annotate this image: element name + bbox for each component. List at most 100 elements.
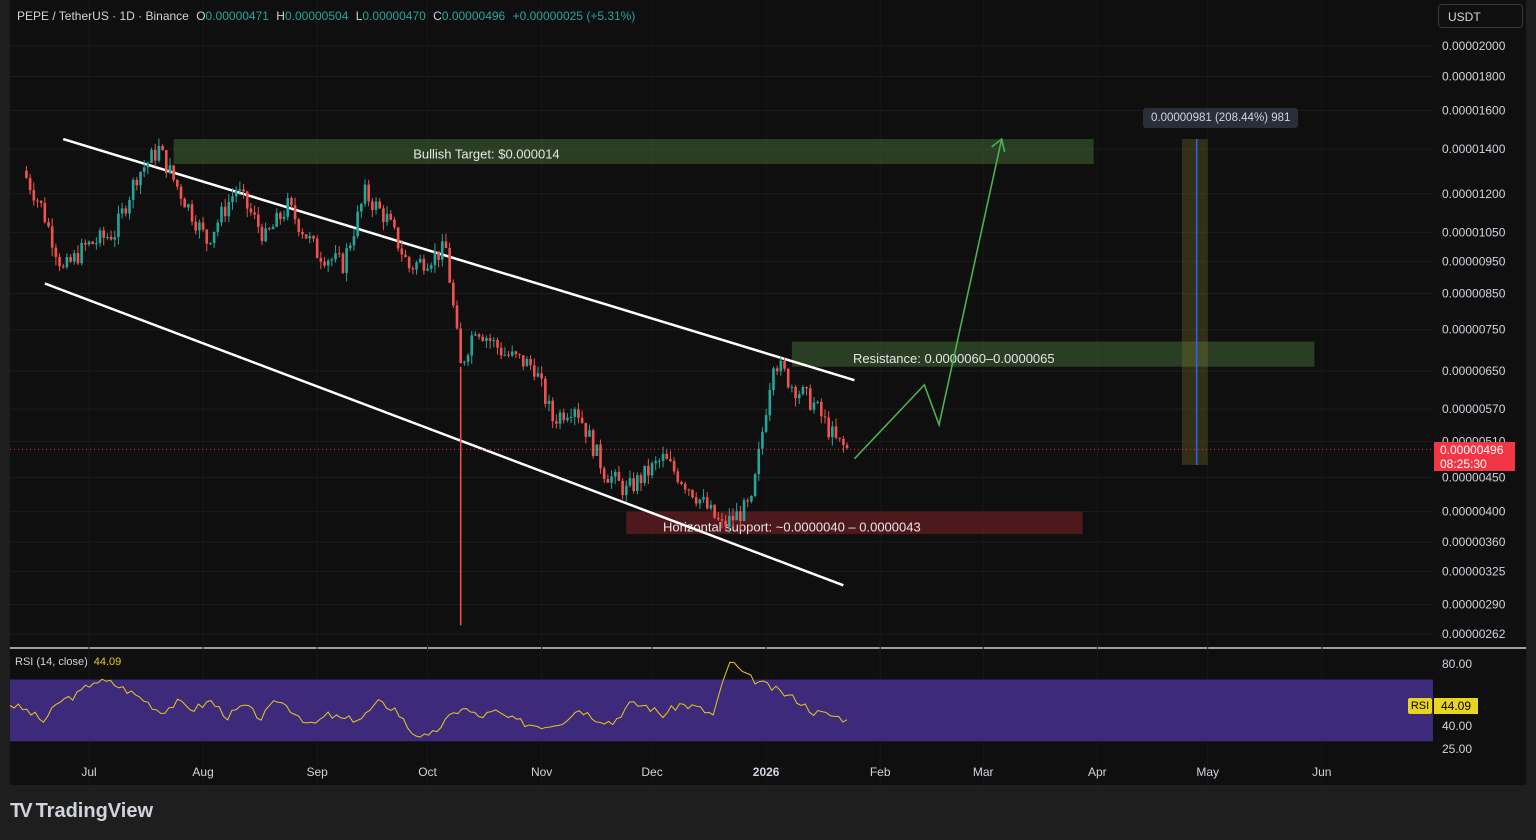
candle-body bbox=[617, 471, 621, 481]
candle-body bbox=[529, 358, 532, 366]
candle-body bbox=[348, 245, 352, 249]
candle-body bbox=[466, 355, 470, 362]
candle-body bbox=[326, 260, 330, 266]
candle-body bbox=[573, 409, 577, 417]
candle-body bbox=[647, 465, 650, 476]
candle-body bbox=[382, 208, 385, 223]
candle-body bbox=[521, 355, 525, 367]
rsi-title[interactable]: RSI (14, close) bbox=[15, 656, 88, 668]
candle-body bbox=[363, 184, 367, 204]
measure-label: 0.00000981 (208.44%) 981 bbox=[1143, 108, 1299, 128]
candle-body bbox=[330, 259, 334, 261]
candle-body bbox=[680, 481, 683, 485]
candle-body bbox=[407, 257, 411, 269]
rsi-tag-label: RSI bbox=[1408, 698, 1432, 714]
candle-body bbox=[750, 496, 753, 502]
candle-body bbox=[109, 236, 113, 240]
candle-body bbox=[242, 189, 245, 192]
rsi-y-tick: 40.00 bbox=[1442, 719, 1472, 733]
rsi-tag-value: 44.09 bbox=[1434, 698, 1478, 714]
candle-body bbox=[47, 222, 50, 227]
candle-body bbox=[746, 500, 750, 502]
candle-body bbox=[566, 417, 569, 421]
candle-body bbox=[279, 212, 282, 219]
candle-body bbox=[216, 222, 220, 232]
rsi-legend: RSI (14, close) 44.09 bbox=[15, 656, 121, 668]
brand-name: TradingView bbox=[35, 800, 154, 822]
y-tick-label: 0.00001400 bbox=[1442, 142, 1506, 156]
x-tick-label: May bbox=[1196, 765, 1219, 779]
candle-body bbox=[775, 368, 779, 372]
candle-body bbox=[588, 430, 591, 437]
candle-body bbox=[654, 461, 658, 464]
candle-body bbox=[106, 236, 109, 238]
tradingview-logo[interactable]: TV TradingView bbox=[10, 800, 153, 823]
candle-body bbox=[69, 256, 72, 262]
candle-body bbox=[812, 402, 816, 410]
resistance-zone bbox=[791, 341, 1315, 367]
candle-body bbox=[72, 253, 76, 262]
candle-body bbox=[551, 400, 554, 422]
candle-body bbox=[426, 268, 429, 271]
symbol-title[interactable]: PEPE / TetherUS · 1D · Binance bbox=[17, 9, 189, 23]
candle-body bbox=[783, 360, 786, 369]
y-tick-label: 0.00000290 bbox=[1442, 598, 1506, 612]
candle-body bbox=[437, 251, 440, 260]
candle-body bbox=[25, 170, 28, 178]
candle-body bbox=[84, 242, 87, 245]
chart-frame[interactable] bbox=[10, 0, 1526, 785]
channel-upper-line bbox=[62, 137, 855, 382]
candle-body bbox=[709, 504, 713, 509]
candle-body bbox=[367, 184, 370, 202]
candle-body bbox=[499, 347, 503, 356]
candle-body bbox=[264, 228, 267, 242]
low-value: 0.00000470 bbox=[362, 9, 426, 23]
candle-body bbox=[205, 229, 209, 244]
candle-body bbox=[209, 242, 212, 244]
candle-body bbox=[334, 253, 337, 260]
candle-body bbox=[91, 241, 94, 244]
candle-body bbox=[672, 461, 676, 472]
candle-body bbox=[764, 415, 768, 432]
candle-body bbox=[153, 149, 157, 161]
chart-canvas[interactable]: 0.00002000 0.00001800 0.00001600 0.00001400… bbox=[0, 0, 1536, 785]
candle-body bbox=[150, 149, 153, 163]
y-tick-label: 0.00000262 bbox=[1442, 627, 1506, 641]
candle-body bbox=[705, 497, 709, 509]
rsi-legend-value: 44.09 bbox=[93, 656, 122, 668]
candle-body bbox=[43, 202, 47, 223]
candle-body bbox=[532, 365, 536, 377]
candle-body bbox=[591, 430, 595, 456]
candle-body bbox=[249, 208, 253, 213]
candle-body bbox=[164, 150, 168, 174]
candle-body bbox=[474, 334, 477, 336]
y-tick-label: 0.00002000 bbox=[1442, 39, 1506, 53]
candle-body bbox=[492, 339, 496, 341]
candle-body bbox=[547, 400, 551, 404]
candle-body bbox=[823, 416, 827, 418]
candle-body bbox=[113, 237, 117, 240]
candle-body bbox=[643, 465, 646, 484]
y-tick-label: 0.00000450 bbox=[1442, 471, 1506, 485]
candle-body bbox=[728, 515, 731, 527]
candle-body bbox=[135, 179, 139, 186]
candle-body bbox=[268, 228, 271, 230]
candle-body bbox=[142, 167, 146, 172]
y-tick-label: 0.00001200 bbox=[1442, 187, 1506, 201]
x-tick-label: Oct bbox=[418, 765, 437, 779]
candle-body bbox=[341, 253, 345, 273]
candle-body bbox=[297, 219, 301, 232]
candle-body bbox=[845, 445, 849, 448]
candle-body bbox=[32, 190, 36, 201]
currency-button[interactable]: USDT bbox=[1438, 4, 1523, 28]
candle-body bbox=[485, 338, 488, 341]
candle-body bbox=[661, 453, 665, 461]
candle-body bbox=[411, 268, 415, 270]
candle-body bbox=[61, 266, 65, 268]
candle-body bbox=[102, 230, 106, 238]
x-tick-label: Aug bbox=[192, 765, 213, 779]
candle-body bbox=[569, 416, 573, 418]
y-tick-label: 0.00000950 bbox=[1442, 254, 1506, 268]
candle-body bbox=[580, 417, 584, 423]
candle-body bbox=[308, 235, 312, 239]
